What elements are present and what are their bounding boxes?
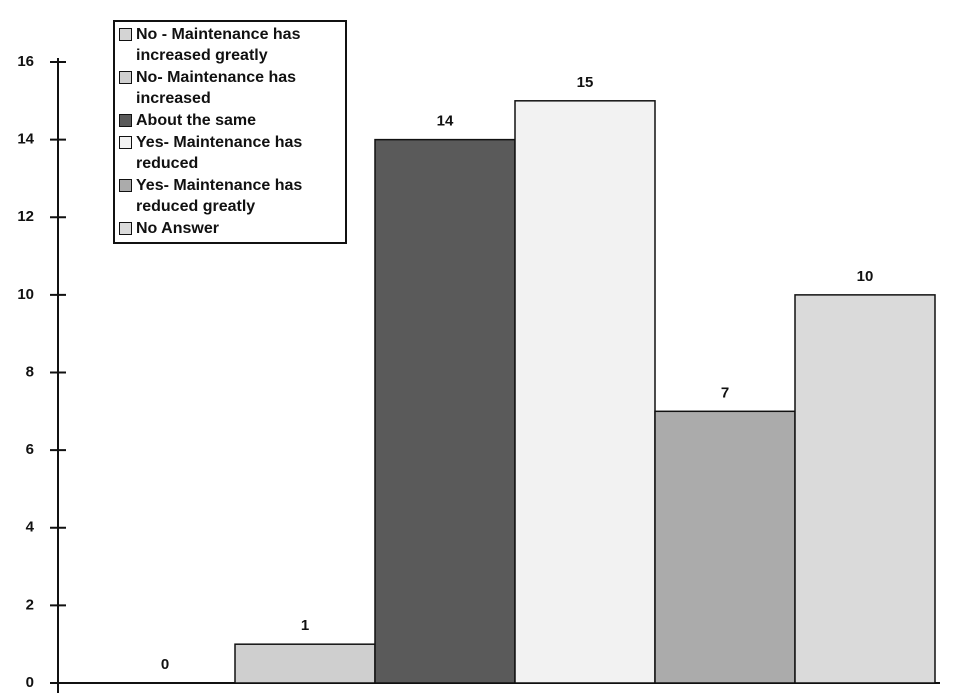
- value-label: 10: [857, 268, 874, 285]
- legend-swatch: [119, 136, 132, 149]
- bar: [514, 100, 656, 684]
- y-tick-label: 10: [17, 286, 34, 303]
- legend-entry: No Answer: [119, 218, 341, 239]
- bar: [234, 643, 376, 684]
- y-tick-label: 16: [17, 53, 34, 70]
- legend-entry: About the same: [119, 110, 341, 131]
- legend-swatch: [119, 28, 132, 41]
- legend-label: Yes- Maintenance has reduced greatly: [136, 177, 303, 215]
- value-label: 7: [721, 384, 729, 401]
- legend-label: No Answer: [136, 220, 219, 237]
- legend-label: About the same: [136, 112, 257, 129]
- legend-label: No - Maintenance has increased greatly: [136, 26, 301, 64]
- legend-swatch: [119, 222, 132, 235]
- value-label: 15: [577, 74, 594, 91]
- legend-entry: No- Maintenance has increased: [119, 67, 341, 109]
- y-tick-label: 2: [26, 596, 34, 613]
- value-label: 0: [161, 656, 169, 673]
- y-tick-label: 8: [26, 363, 34, 380]
- y-tick-label: 14: [17, 131, 34, 148]
- y-tick-label: 4: [26, 519, 35, 536]
- legend-entry: Yes- Maintenance has reduced: [119, 132, 341, 174]
- value-label: 1: [301, 617, 309, 634]
- legend-swatch: [119, 179, 132, 192]
- value-label: 14: [437, 113, 454, 130]
- legend-label: No- Maintenance has increased: [136, 69, 297, 107]
- y-tick-label: 6: [26, 441, 34, 458]
- bar: [794, 294, 936, 684]
- y-tick-label: 12: [17, 208, 34, 225]
- legend-entry: No - Maintenance has increased greatly: [119, 24, 341, 66]
- legend-entry: Yes- Maintenance has reduced greatly: [119, 175, 341, 217]
- y-tick-label: 0: [26, 674, 34, 691]
- legend-swatch: [119, 71, 132, 84]
- legend-swatch: [119, 114, 132, 127]
- legend-label: Yes- Maintenance has reduced: [136, 134, 303, 172]
- legend: No - Maintenance has increased greatly No…: [113, 20, 347, 244]
- bar: [654, 410, 796, 684]
- bar: [374, 138, 516, 684]
